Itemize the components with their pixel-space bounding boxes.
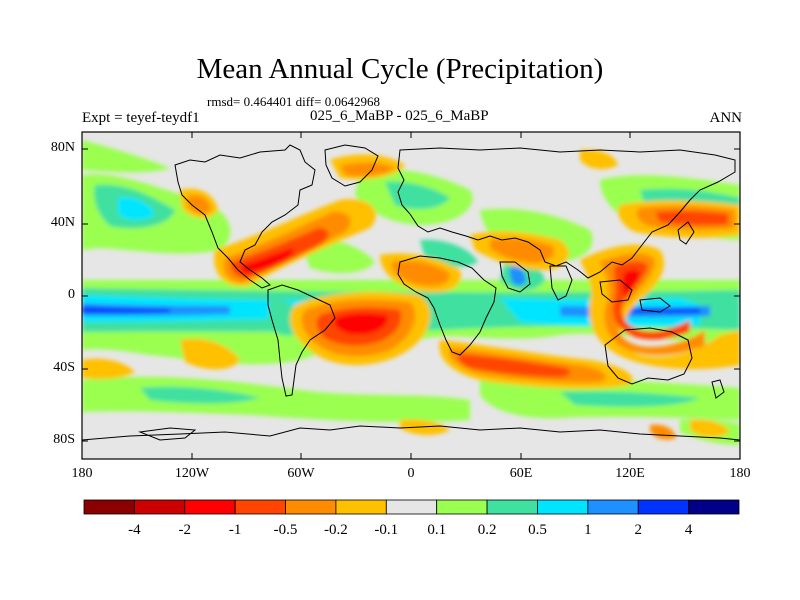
colorbar-label: 0.2 [477,522,497,538]
colorbar-swatch [83,499,135,515]
coastlines [82,144,740,441]
lon-label: 60E [509,466,533,481]
period-label: 025_6_MaBP - 025_6_MaBP [310,108,489,124]
experiment-label: Expt = teyef-teydf1 [82,110,200,126]
colorbar-swatch [133,499,186,515]
colorbar-swatch [637,499,690,515]
colorbar-swatch [385,499,438,515]
lon-label: 180 [729,466,751,481]
colorbar-label: -4 [128,522,141,538]
colorbar-label: -2 [178,522,192,538]
stats-text: rmsd= 0.464401 diff= 0.0642968 [207,94,380,109]
lat-label: 0 [68,287,75,302]
colorbar-label: 4 [684,522,693,538]
colorbar-swatch [436,499,488,515]
axis-ticks [81,132,741,459]
colorbar-swatch [587,499,639,515]
lat-label: 40S [53,360,75,375]
colorbar-label: -0.2 [324,522,348,538]
colorbar-label: -0.5 [273,522,298,538]
map-title: Mean Annual Cycle (Precipitation) [196,53,604,85]
colorbar-swatch [537,499,589,515]
lon-label: 0 [407,466,415,481]
colorbar [83,499,740,515]
colorbar-swatch [688,499,740,515]
lat-label: 80N [50,140,75,155]
colorbar-swatch [335,499,387,515]
colorbar-swatch [486,499,538,515]
colorbar-label: -1 [228,522,242,538]
colorbar-swatch [234,499,286,515]
season-label: ANN [709,110,743,126]
colorbar-swatch [184,499,236,515]
lon-label: 60W [287,466,315,481]
anomaly-field [82,140,740,445]
lon-label: 180 [71,466,93,481]
colorbar-label: 1 [584,522,592,538]
colorbar-label: -0.1 [374,522,399,538]
colorbar-label: 2 [634,522,642,538]
colorbar-label: 0.1 [427,522,447,538]
lon-label: 120W [174,466,210,481]
colorbar-swatch [285,499,337,515]
colorbar-label: 0.5 [528,522,547,538]
lat-label: 40N [50,215,75,230]
lat-label: 80S [53,432,75,447]
lon-label: 120E [615,466,645,481]
